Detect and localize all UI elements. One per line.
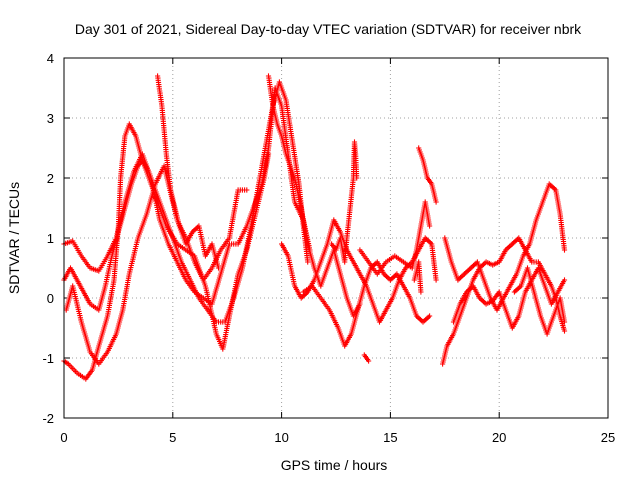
x-tick-label: 5 (169, 430, 176, 445)
x-axis-label: GPS time / hours (281, 457, 388, 473)
series-track-13 (416, 145, 439, 205)
y-tick-label: 3 (47, 111, 54, 126)
series-track-9 (329, 139, 360, 265)
grid-lines (64, 58, 608, 418)
x-tick-label: 0 (60, 430, 67, 445)
data-point (433, 277, 439, 283)
series-track-12 (411, 259, 424, 295)
chart-title: Day 301 of 2021, Sidereal Day-to-day VTE… (75, 21, 582, 37)
y-tick-label: -1 (42, 351, 54, 366)
data-points (61, 73, 568, 382)
y-tick-label: -2 (42, 411, 54, 426)
data-point (427, 223, 433, 229)
data-point (433, 199, 439, 205)
series-track-11 (361, 352, 372, 364)
series-track-6 (265, 73, 363, 319)
x-tick-label: 20 (492, 430, 506, 445)
series-track-8 (300, 259, 433, 349)
plot-frame (63, 57, 609, 419)
data-point (561, 277, 568, 283)
axis-ticks: 0 5 10 15 20 25 -2 -1 0 1 2 3 4 (42, 51, 615, 445)
series-track-17 (511, 265, 568, 337)
y-tick-label: 0 (47, 291, 54, 306)
data-point (244, 187, 250, 193)
data-point (561, 328, 568, 334)
data-point (418, 289, 424, 295)
y-axis-label: SDTVAR / TECUs (6, 182, 22, 294)
data-point (215, 265, 222, 271)
x-tick-label: 25 (601, 430, 615, 445)
y-tick-label: 2 (47, 171, 54, 186)
data-point (561, 319, 568, 325)
data-point (366, 358, 372, 364)
series-track-10 (357, 199, 433, 277)
y-tick-label: 1 (47, 231, 54, 246)
y-tick-label: 4 (47, 51, 54, 66)
x-tick-label: 15 (383, 430, 397, 445)
data-point (354, 175, 360, 181)
data-point (561, 247, 568, 253)
x-tick-label: 10 (274, 430, 288, 445)
data-point (427, 313, 433, 319)
series-track-16 (450, 265, 568, 331)
series-track-15 (442, 181, 568, 313)
series-track-5 (155, 73, 222, 271)
data-point (305, 259, 311, 265)
